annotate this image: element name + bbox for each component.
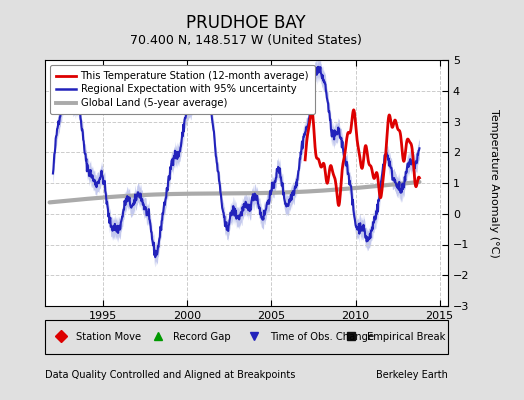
Legend: This Temperature Station (12-month average), Regional Expectation with 95% uncer: This Temperature Station (12-month avera… — [50, 65, 315, 114]
Text: Station Move: Station Move — [76, 332, 141, 342]
Text: Empirical Break: Empirical Break — [366, 332, 445, 342]
Text: Berkeley Earth: Berkeley Earth — [376, 370, 448, 380]
Text: Record Gap: Record Gap — [173, 332, 231, 342]
Text: Data Quality Controlled and Aligned at Breakpoints: Data Quality Controlled and Aligned at B… — [45, 370, 295, 380]
Text: Time of Obs. Change: Time of Obs. Change — [270, 332, 374, 342]
Text: PRUDHOE BAY: PRUDHOE BAY — [187, 14, 306, 32]
Text: 70.400 N, 148.517 W (United States): 70.400 N, 148.517 W (United States) — [130, 34, 362, 47]
Y-axis label: Temperature Anomaly (°C): Temperature Anomaly (°C) — [489, 109, 499, 257]
